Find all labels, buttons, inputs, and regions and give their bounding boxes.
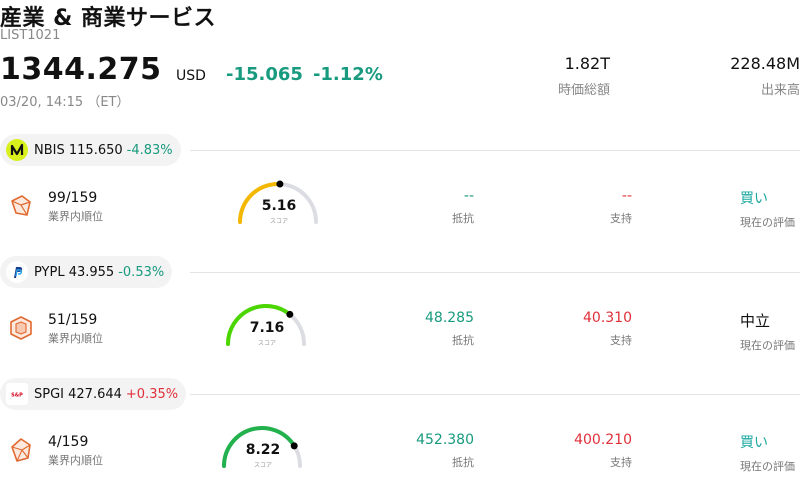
support-label: 支持 bbox=[610, 212, 632, 225]
stock-symbol: SPGI bbox=[34, 386, 64, 402]
industry-rank-value: 4/159 bbox=[48, 434, 89, 450]
support-value: -- bbox=[621, 188, 632, 204]
gauge-marker bbox=[286, 310, 294, 318]
stock-pill-pypl[interactable]: PYPL 43.955 -0.53% bbox=[0, 256, 173, 288]
industry-rank-icon bbox=[11, 195, 31, 216]
timestamp: 03/20, 14:15 （ET） bbox=[0, 95, 130, 110]
industry-rank-value: 99/159 bbox=[48, 190, 98, 206]
stock-price: 43.955 bbox=[68, 264, 115, 280]
industry-rank-icon bbox=[11, 438, 31, 462]
list-id: LIST1021 bbox=[0, 28, 61, 43]
nebius-logo-icon bbox=[6, 139, 28, 161]
stock-price: 115.650 bbox=[68, 142, 123, 158]
evaluation-value: 買い bbox=[740, 191, 768, 207]
evaluation-label: 現在の評価 bbox=[740, 216, 795, 229]
support-label: 支持 bbox=[610, 334, 632, 347]
page-title: 産業 & 商業サービス bbox=[0, 6, 217, 31]
gauge-fill bbox=[222, 426, 297, 468]
score-gauge-arc bbox=[222, 426, 302, 468]
score-gauge: 7.16 スコア bbox=[224, 302, 314, 352]
score-label: スコア bbox=[253, 462, 272, 469]
gauge-fill bbox=[238, 182, 282, 224]
resistance-value: 48.285 bbox=[425, 310, 474, 326]
divider bbox=[190, 394, 800, 395]
svg-text:S&P: S&P bbox=[11, 393, 23, 399]
resistance-value: 452.380 bbox=[416, 432, 474, 448]
price-change: -15.065 -1.12% bbox=[226, 64, 383, 85]
resistance-label: 抵抗 bbox=[452, 212, 474, 225]
volume-value: 228.48M bbox=[730, 54, 800, 73]
index-price: 1344.275 bbox=[0, 52, 162, 87]
support-value: 40.310 bbox=[583, 310, 632, 326]
stock-change-percent: -0.53% bbox=[118, 264, 165, 280]
score-label: スコア bbox=[257, 340, 276, 347]
stock-symbol: NBIS bbox=[34, 142, 65, 158]
resistance-label: 抵抗 bbox=[452, 456, 474, 469]
divider bbox=[190, 150, 800, 151]
stock-change-percent: -4.83% bbox=[126, 142, 173, 158]
resistance-level: -- 抵抗 bbox=[452, 188, 474, 226]
score-gauge: 5.16 スコア bbox=[236, 180, 326, 230]
score-value: 5.16 bbox=[261, 198, 297, 214]
volume-stat: 228.48M 出来高 bbox=[730, 54, 800, 98]
market-cap-label: 時価総額 bbox=[557, 83, 610, 98]
score-value: 7.16 bbox=[249, 320, 285, 336]
support-label: 支持 bbox=[610, 456, 632, 469]
volume-label: 出来高 bbox=[760, 83, 800, 98]
gauge-marker bbox=[290, 442, 298, 450]
change-percent: -1.12% bbox=[312, 64, 383, 85]
current-evaluation: 買い 現在の評価 bbox=[740, 188, 795, 230]
paypal-logo-icon bbox=[6, 261, 28, 283]
score-gauge: 8.22 スコア bbox=[220, 424, 310, 474]
support-level: 400.210 支持 bbox=[574, 432, 632, 470]
market-cap-stat: 1.82T 時価総額 bbox=[558, 54, 610, 98]
evaluation-value: 買い bbox=[740, 435, 768, 451]
support-value: 400.210 bbox=[574, 432, 632, 448]
score-value: 8.22 bbox=[245, 442, 281, 458]
current-evaluation: 買い 現在の評価 bbox=[740, 432, 795, 474]
current-evaluation: 中立 現在の評価 bbox=[740, 310, 795, 353]
evaluation-value: 中立 bbox=[740, 312, 771, 330]
stock-pill-spgi[interactable]: S&P SPGI 427.644 +0.35% bbox=[0, 378, 187, 410]
support-level: -- 支持 bbox=[610, 188, 632, 226]
stock-change-percent: +0.35% bbox=[125, 386, 179, 402]
divider bbox=[190, 272, 800, 273]
market-cap-value: 1.82T bbox=[564, 54, 610, 73]
industry-rank-icon bbox=[10, 316, 32, 340]
resistance-level: 452.380 抵抗 bbox=[416, 432, 474, 470]
stock-symbol: PYPL bbox=[34, 264, 65, 280]
change-absolute: -15.065 bbox=[226, 64, 303, 85]
score-label: スコア bbox=[269, 218, 288, 225]
industry-rank-label: 業界内順位 bbox=[48, 454, 103, 467]
industry-rank-label: 業界内順位 bbox=[48, 332, 103, 345]
resistance-level: 48.285 抵抗 bbox=[425, 310, 474, 348]
industry-rank-value: 51/159 bbox=[48, 312, 98, 328]
gauge-fill bbox=[226, 304, 292, 346]
stock-price: 427.644 bbox=[68, 386, 122, 402]
score-gauge-arc bbox=[238, 180, 318, 224]
resistance-label: 抵抗 bbox=[452, 334, 474, 347]
score-gauge-arc bbox=[226, 304, 306, 346]
support-level: 40.310 支持 bbox=[583, 310, 632, 348]
gauge-marker bbox=[276, 180, 284, 188]
currency-label: USD bbox=[176, 68, 206, 84]
sp-global-logo-icon: S&P bbox=[6, 383, 28, 405]
industry-rank-label: 業界内順位 bbox=[48, 210, 103, 223]
stock-pill-nbis[interactable]: NBIS 115.650 -4.83% bbox=[0, 134, 181, 166]
evaluation-label: 現在の評価 bbox=[740, 339, 795, 352]
evaluation-label: 現在の評価 bbox=[740, 460, 795, 473]
resistance-value: -- bbox=[463, 188, 474, 204]
